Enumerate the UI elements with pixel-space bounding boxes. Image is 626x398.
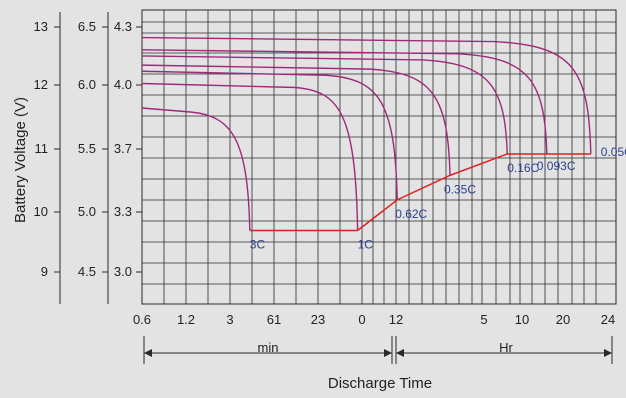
- rate-label-0.093C: 0.093C: [537, 159, 576, 173]
- x-tick-label: 20: [556, 312, 570, 327]
- y-tick-label-outer: 9: [41, 264, 48, 279]
- rate-label-0.35C: 0.35C: [444, 182, 476, 196]
- y-tick-label-inner: 3.3: [114, 204, 132, 219]
- y-tick-label-middle: 5.5: [78, 141, 96, 156]
- arrow-right-icon: [604, 349, 612, 357]
- x-tick-label: 10: [515, 312, 529, 327]
- discharge-curve-3C: [141, 107, 251, 231]
- x-tick-label: 5: [480, 312, 487, 327]
- discharge-curve-1C: [141, 82, 359, 231]
- x-tick-label: 61: [267, 312, 281, 327]
- arrow-right-icon: [384, 349, 392, 357]
- x-tick-label: 24: [601, 312, 615, 327]
- rate-label-1C: 1C: [358, 238, 374, 252]
- discharge-curve-0.35C: [141, 64, 451, 176]
- rate-label-0.05C: 0.05C: [601, 145, 626, 159]
- arrow-left-icon: [144, 349, 152, 357]
- x-tick-label: 12: [389, 312, 403, 327]
- y-tick-label-outer: 13: [34, 19, 48, 34]
- grid: [141, 9, 617, 305]
- y-tick-label-inner: 3.7: [114, 141, 132, 156]
- y-tick-label-inner: 4.3: [114, 19, 132, 34]
- discharge-curve-0.62C: [141, 70, 398, 200]
- y-axes: 13 12 11 10 9 6.5 6.0 5.5 5.0 4.5 4.3 4.0 3.7 3.3 3.0: [34, 12, 143, 304]
- discharge-curves: [141, 36, 592, 231]
- x-tick-label: 3: [226, 312, 233, 327]
- discharge-curve-0.16C: [141, 55, 508, 154]
- cutoff-polyline: [249, 153, 591, 232]
- y-axis-title: Battery Voltage (V): [12, 97, 29, 223]
- y-tick-label-outer: 10: [34, 204, 48, 219]
- x-axis: 0.6 1.2 3 61 23 0 12 5 10 20 24: [133, 312, 615, 364]
- y-tick-label-middle: 5.0: [78, 204, 96, 219]
- x-tick-label: 23: [311, 312, 325, 327]
- range-label-hr: Hr: [499, 340, 513, 355]
- discharge-curve-0.05C: [141, 36, 592, 154]
- x-axis-title: Discharge Time: [328, 375, 432, 392]
- rate-label-0.16C: 0.16C: [507, 161, 539, 175]
- cutoff-line: [249, 153, 591, 232]
- y-tick-label-middle: 6.5: [78, 19, 96, 34]
- x-tick-label: 0.6: [133, 312, 151, 327]
- x-tick-label: 1.2: [177, 312, 195, 327]
- y-tick-label-middle: 6.0: [78, 77, 96, 92]
- y-tick-label-inner: 4.0: [114, 77, 132, 92]
- x-tick-label: 0: [358, 312, 365, 327]
- y-tick-label-inner: 3.0: [114, 264, 132, 279]
- rate-label-3C: 3C: [250, 238, 266, 252]
- y-tick-label-outer: 12: [34, 77, 48, 92]
- y-tick-label-outer: 11: [35, 141, 49, 156]
- rate-label-0.62C: 0.62C: [395, 207, 427, 221]
- y-tick-label-middle: 4.5: [78, 264, 96, 279]
- arrow-left-icon: [396, 349, 404, 357]
- range-label-min: min: [258, 340, 279, 355]
- discharge-curve-0.093C: [141, 49, 548, 154]
